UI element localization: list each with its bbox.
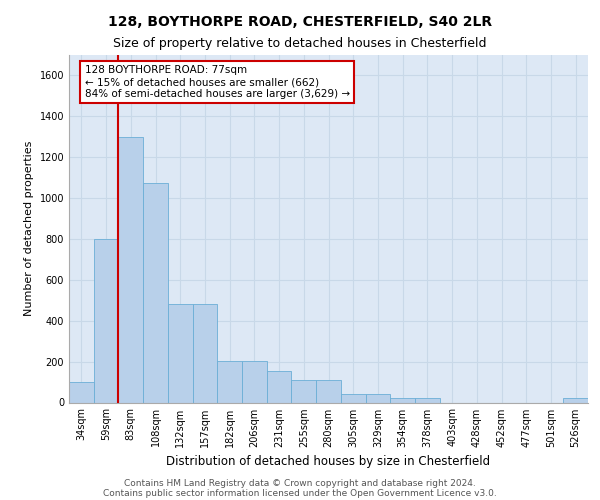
Bar xyxy=(217,360,242,403)
Text: 128, BOYTHORPE ROAD, CHESTERFIELD, S40 2LR: 128, BOYTHORPE ROAD, CHESTERFIELD, S40 2… xyxy=(108,15,492,29)
Bar xyxy=(143,183,168,402)
Text: Size of property relative to detached houses in Chesterfield: Size of property relative to detached ho… xyxy=(113,38,487,51)
Text: 128 BOYTHORPE ROAD: 77sqm
← 15% of detached houses are smaller (662)
84% of semi: 128 BOYTHORPE ROAD: 77sqm ← 15% of detac… xyxy=(85,66,350,98)
Bar xyxy=(316,380,341,402)
Bar xyxy=(365,394,390,402)
Y-axis label: Number of detached properties: Number of detached properties xyxy=(24,141,34,316)
Bar xyxy=(118,137,143,402)
Bar xyxy=(390,398,415,402)
Text: Contains public sector information licensed under the Open Government Licence v3: Contains public sector information licen… xyxy=(103,488,497,498)
Bar xyxy=(242,360,267,403)
Bar xyxy=(415,398,440,402)
Bar xyxy=(292,380,316,402)
Text: Contains HM Land Registry data © Crown copyright and database right 2024.: Contains HM Land Registry data © Crown c… xyxy=(124,478,476,488)
Bar xyxy=(94,239,118,402)
X-axis label: Distribution of detached houses by size in Chesterfield: Distribution of detached houses by size … xyxy=(166,455,491,468)
Bar xyxy=(193,304,217,402)
Bar xyxy=(341,394,365,402)
Bar xyxy=(563,398,588,402)
Bar xyxy=(168,304,193,402)
Bar xyxy=(267,371,292,402)
Bar xyxy=(69,382,94,402)
